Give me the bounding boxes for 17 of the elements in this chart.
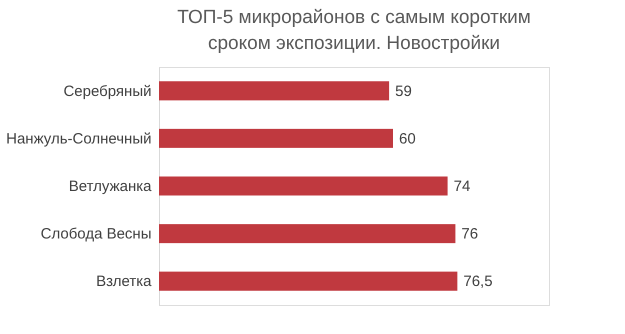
y-tick-label: Нанжуль-Солнечный	[6, 130, 152, 148]
y-tick-label: Взлетка	[96, 273, 152, 290]
data-label: 74	[454, 178, 470, 195]
bar	[159, 224, 456, 244]
y-tick-label: Ветлужанка	[68, 178, 152, 195]
bar	[159, 272, 458, 291]
data-label: 60	[399, 130, 416, 148]
data-label: 76,5	[463, 273, 493, 290]
text: ТОП-5 микрорайонов с самым коротким	[177, 7, 531, 28]
y-tick-label: Серебряный	[63, 82, 152, 100]
data-label: 59	[395, 82, 412, 100]
bar	[159, 176, 448, 196]
bar	[159, 128, 393, 148]
data-label: 76	[461, 226, 478, 243]
bar	[159, 81, 390, 100]
text: сроком экспозиции. Новостройки	[208, 33, 500, 54]
y-tick-label: Слобода Весны	[40, 226, 152, 243]
